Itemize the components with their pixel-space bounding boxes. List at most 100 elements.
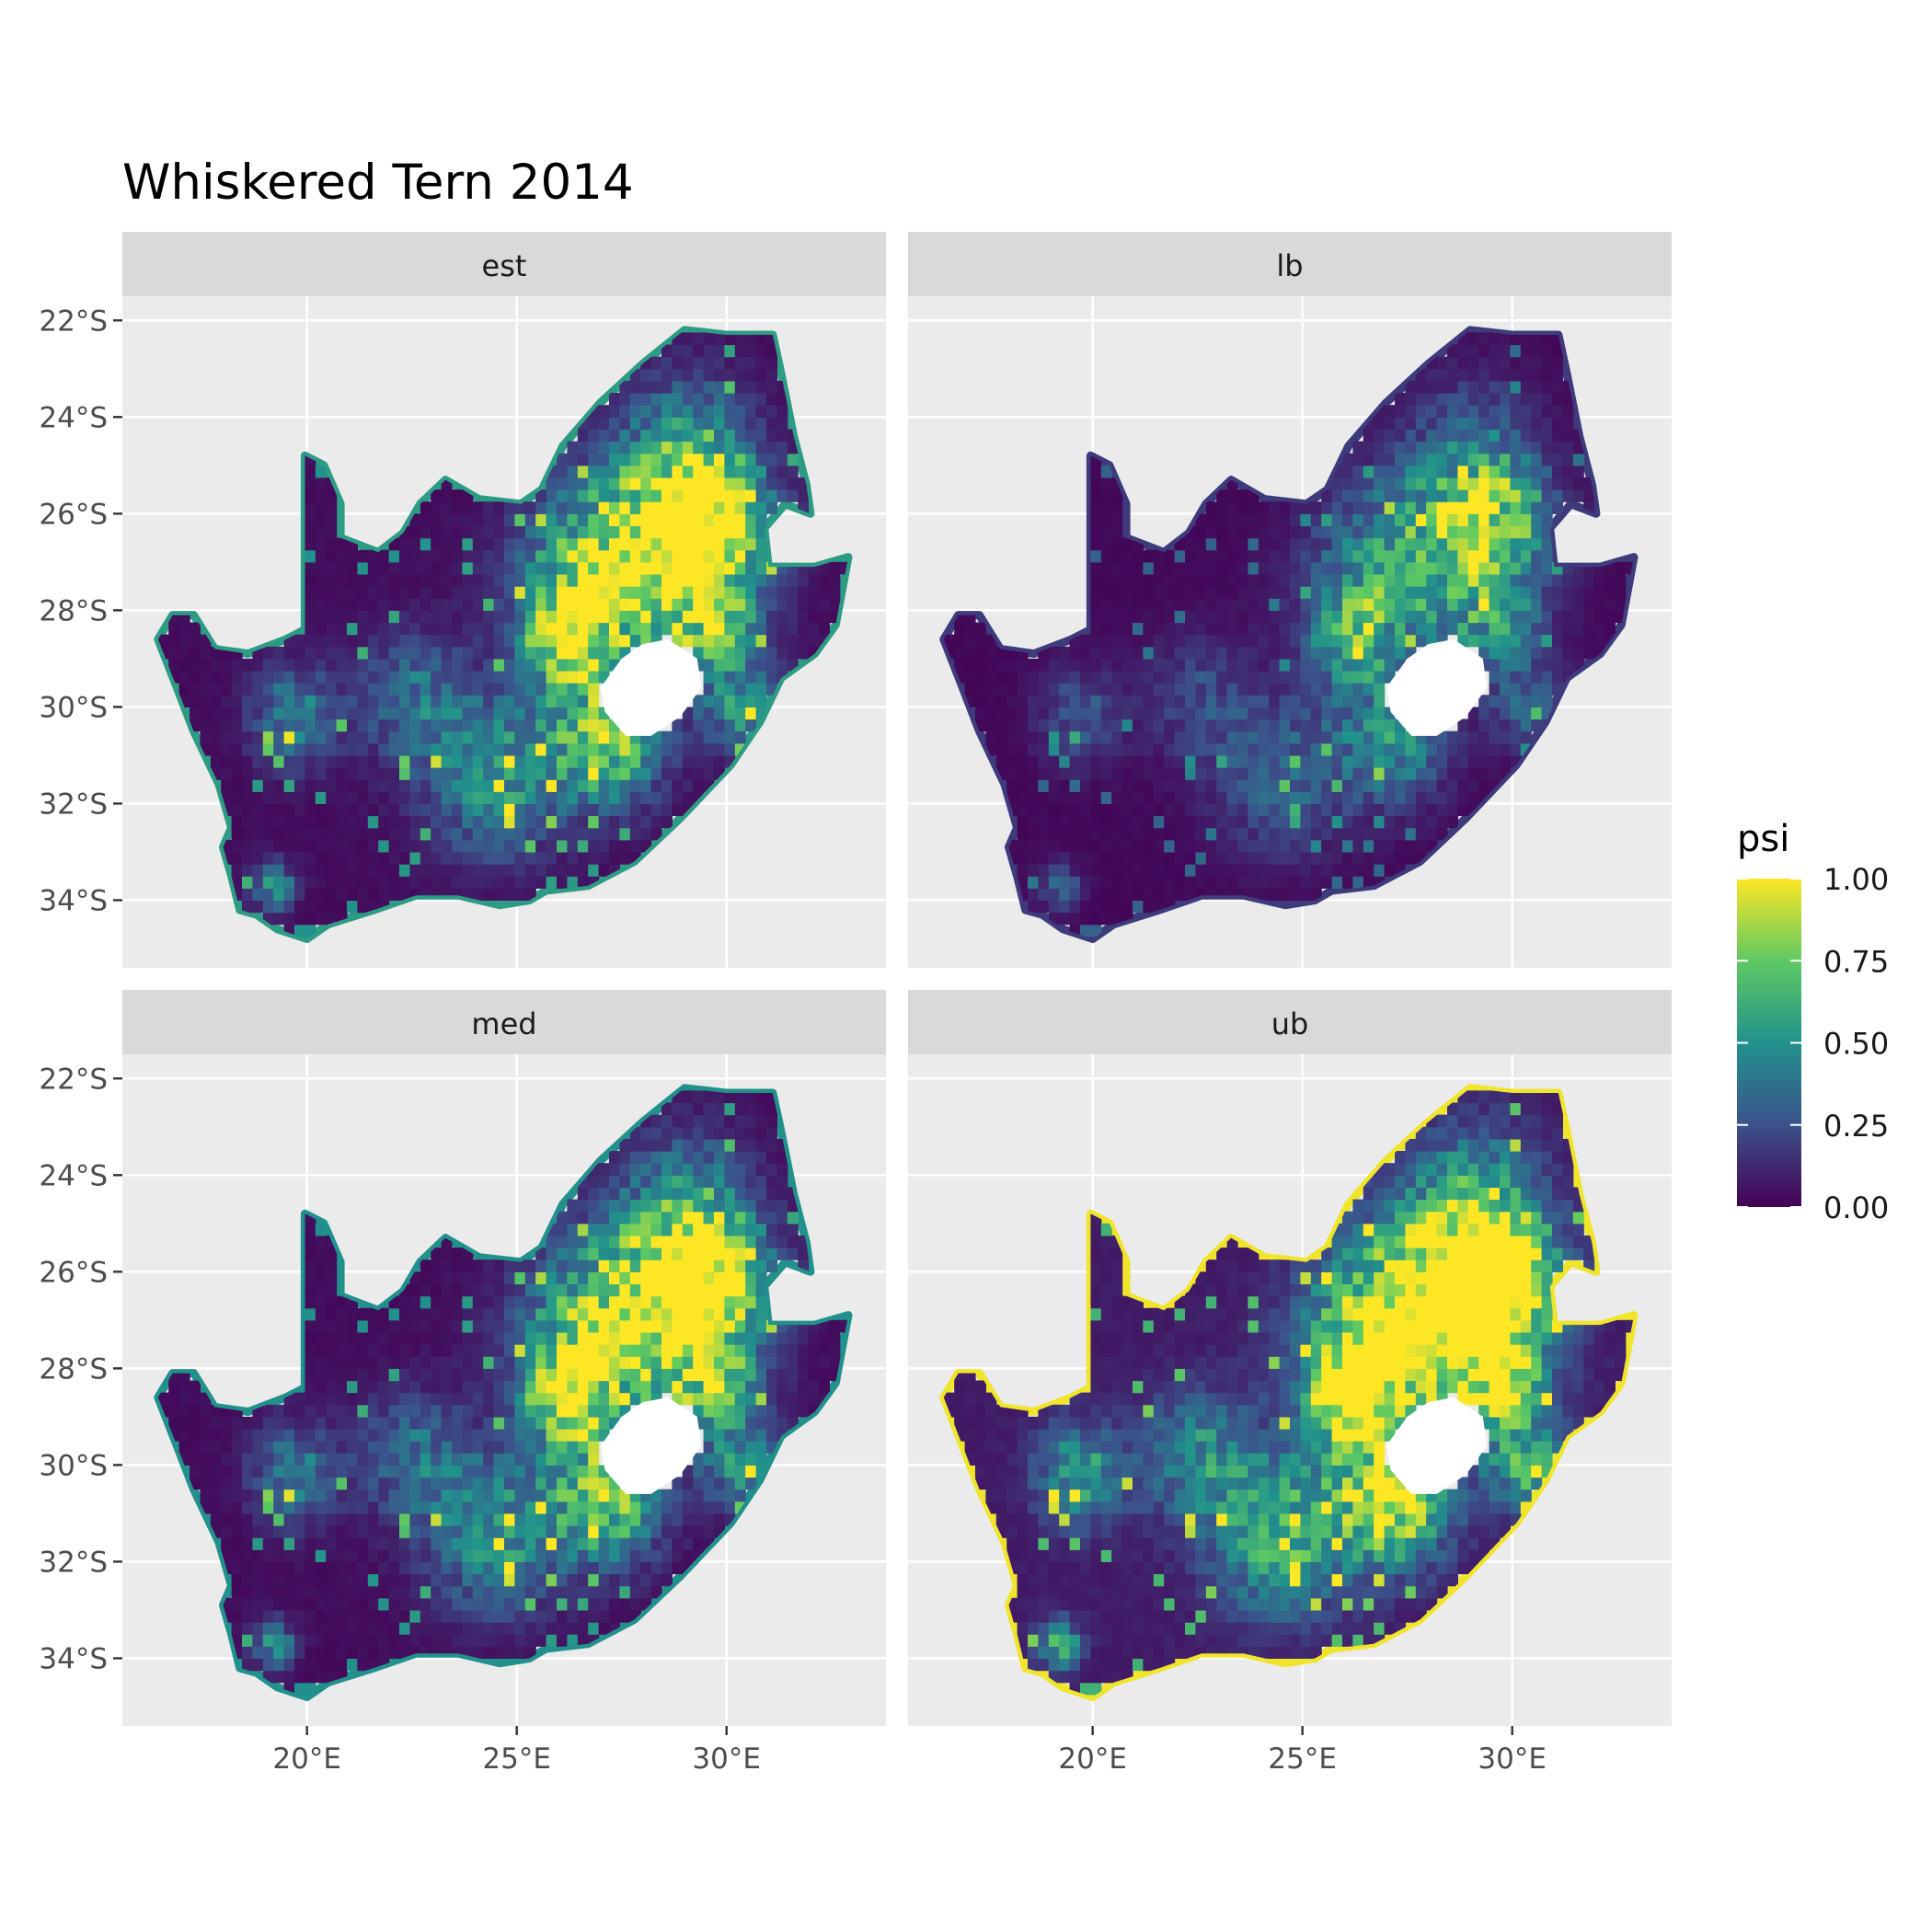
psi-cell: [336, 658, 348, 672]
psi-cell: [1331, 754, 1343, 768]
psi-cell: [1185, 586, 1196, 599]
psi-cell: [262, 1573, 274, 1587]
psi-cell: [703, 417, 715, 430]
psi-cell: [1059, 864, 1071, 877]
psi-cell: [210, 754, 222, 768]
psi-cell: [441, 1344, 453, 1357]
psi-cell: [577, 707, 589, 720]
psi-cell: [672, 441, 684, 454]
psi-cell: [1331, 730, 1343, 744]
psi-cell: [1467, 791, 1479, 804]
psi-cell: [347, 1429, 358, 1442]
psi-cell: [1415, 742, 1427, 756]
psi-cell: [472, 1537, 484, 1550]
psi-cell: [1331, 549, 1343, 563]
psi-cell: [598, 1622, 610, 1635]
psi-cell: [336, 1453, 348, 1466]
psi-cell: [1478, 405, 1490, 418]
psi-cell: [283, 912, 295, 926]
psi-cell: [598, 1585, 610, 1599]
psi-cell: [326, 1597, 338, 1611]
psi-cell: [315, 779, 327, 792]
psi-cell: [336, 537, 348, 551]
psi-cell: [1374, 742, 1386, 756]
psi-cell: [441, 1537, 453, 1550]
psi-cell: [1510, 742, 1522, 756]
psi-cell: [619, 839, 631, 853]
psi-cell: [1489, 344, 1501, 358]
psi-cell: [483, 1319, 495, 1333]
psi-cell: [1572, 634, 1584, 648]
psi-cell: [483, 513, 495, 526]
psi-cell: [493, 707, 505, 720]
psi-cell: [1467, 537, 1479, 551]
psi-cell: [1100, 586, 1112, 599]
psi-cell: [409, 839, 421, 853]
psi-cell: [367, 827, 379, 841]
psi-cell: [294, 646, 305, 660]
psi-cell: [640, 827, 652, 841]
psi-cell: [262, 1658, 274, 1672]
psi-cell: [1111, 683, 1123, 696]
psi-cell: [493, 815, 505, 829]
psi-cell: [1279, 683, 1291, 696]
psi-cell: [1216, 719, 1228, 732]
psi-cell: [693, 754, 705, 768]
psi-cell: [1374, 634, 1386, 648]
psi-cell: [1395, 839, 1406, 853]
psi-cell: [1226, 815, 1238, 829]
psi-cell: [546, 827, 558, 841]
psi-cell: [546, 1477, 558, 1490]
psi-cell: [242, 839, 253, 853]
psi-cell: [1111, 513, 1123, 526]
psi-cell: [242, 1537, 253, 1550]
psi-cell: [347, 1658, 358, 1672]
psi-cell: [399, 1489, 410, 1502]
psi-cell: [388, 1573, 400, 1587]
psi-cell: [1290, 719, 1301, 732]
psi-cell: [1080, 730, 1091, 744]
psi-cell: [504, 501, 515, 514]
psi-cell: [190, 683, 201, 696]
psi-cell: [441, 1307, 453, 1321]
psi-cell: [682, 586, 694, 599]
psi-cell: [546, 719, 558, 732]
psi-cell: [1489, 730, 1501, 744]
psi-cell: [1310, 815, 1322, 829]
psi-cell: [431, 876, 443, 889]
psi-cell: [1248, 742, 1259, 756]
psi-cell: [1090, 852, 1102, 865]
psi-cell: [305, 1380, 316, 1394]
psi-cell: [567, 1271, 579, 1284]
psi-cell: [462, 1525, 474, 1538]
psi-cell: [252, 1525, 264, 1538]
psi-cell: [441, 767, 453, 780]
psi-cell: [1028, 730, 1039, 744]
psi-cell: [567, 549, 579, 563]
psi-cell: [1133, 815, 1144, 829]
psi-cell: [357, 730, 369, 744]
psi-cell: [734, 671, 746, 684]
psi-cell: [535, 1465, 547, 1478]
psi-cell: [1457, 368, 1469, 382]
psi-cell: [598, 1271, 610, 1284]
psi-cell: [1300, 827, 1312, 841]
psi-cell: [210, 658, 222, 672]
psi-cell: [409, 864, 421, 877]
psi-cell: [1363, 671, 1374, 684]
psi-cell: [388, 1489, 400, 1502]
psi-cell: [409, 1283, 421, 1297]
psi-cell: [1185, 730, 1196, 744]
psi-cell: [504, 754, 515, 768]
psi-cell: [1531, 429, 1543, 443]
psi-cell: [1552, 356, 1563, 370]
psi-cell: [1510, 332, 1522, 346]
psi-cell: [1216, 742, 1228, 756]
psi-cell: [305, 1489, 316, 1502]
psi-cell: [577, 671, 589, 684]
psi-cell: [294, 815, 305, 829]
psi-cell: [483, 561, 495, 575]
psi-cell: [1226, 754, 1238, 768]
psi-cell: [682, 779, 694, 792]
psi-cell: [514, 707, 526, 720]
